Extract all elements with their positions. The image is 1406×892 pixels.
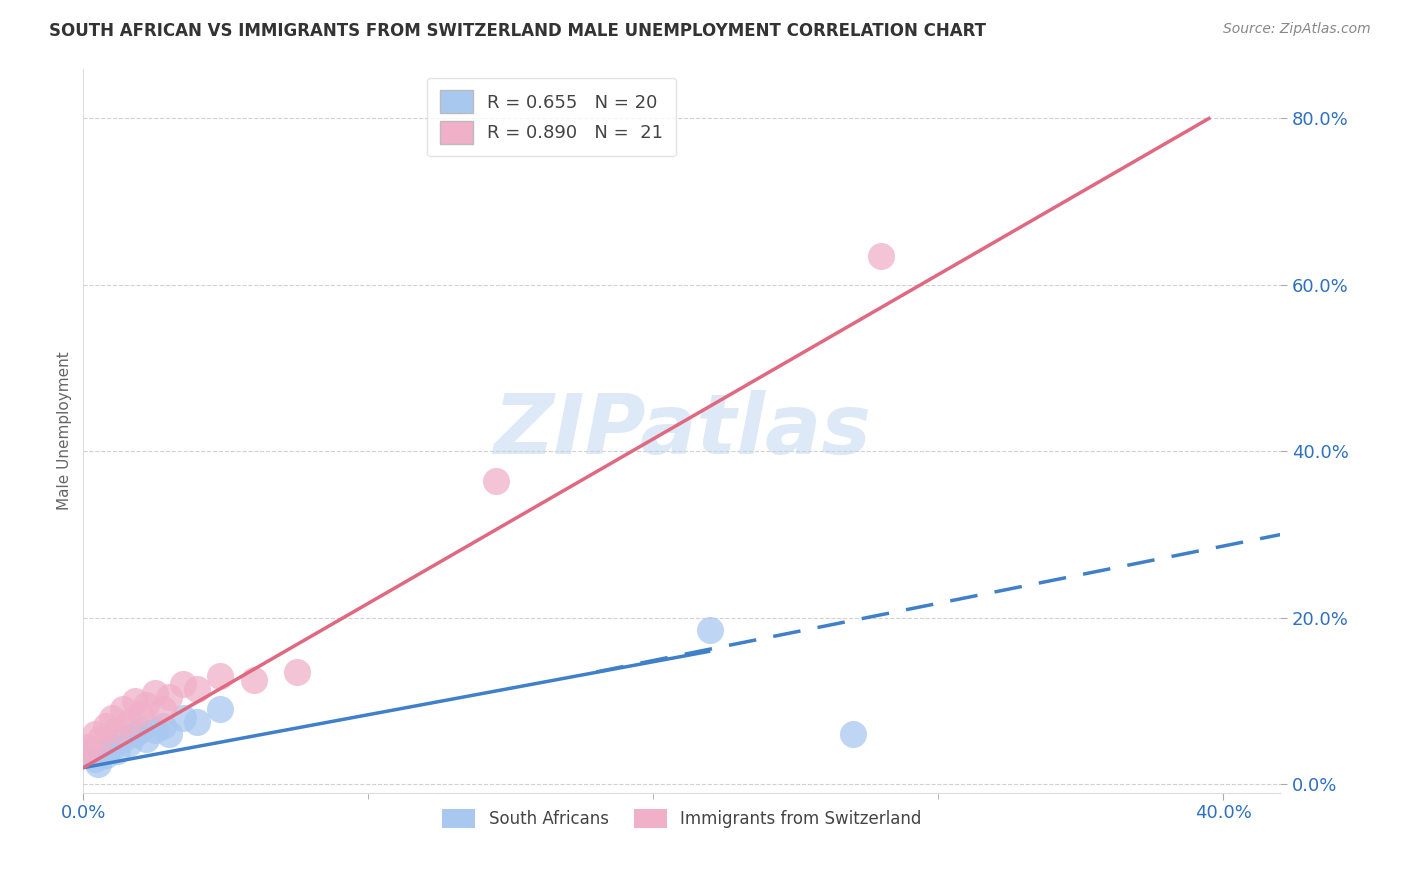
Point [101,711,124,725]
Point [89,731,111,746]
Point [101,739,124,754]
Point [89,744,111,758]
Y-axis label: Male Unemployment: Male Unemployment [58,351,72,510]
Point [143,723,166,738]
Point [77,744,100,758]
Point [86,756,108,771]
Point [83,727,105,741]
Point [124,727,146,741]
Point [83,752,105,766]
Point [186,681,208,696]
Point [485,474,508,488]
Point [172,711,194,725]
Point [699,624,721,638]
Point [94,748,117,763]
Legend: South Africans, Immigrants from Switzerland: South Africans, Immigrants from Switzerl… [436,803,928,835]
Point [112,702,135,716]
Point [186,714,208,729]
Text: SOUTH AFRICAN VS IMMIGRANTS FROM SWITZERLAND MALE UNEMPLOYMENT CORRELATION CHART: SOUTH AFRICAN VS IMMIGRANTS FROM SWITZER… [49,22,986,40]
Point [152,702,174,716]
Text: ZIPatlas: ZIPatlas [492,390,870,471]
Point [209,702,232,716]
Point [129,723,152,738]
Point [209,669,232,683]
Point [118,736,141,750]
Point [172,677,194,691]
Point [118,714,141,729]
Point [157,690,180,704]
Point [243,673,266,688]
Point [143,686,166,700]
Point [107,744,129,758]
Point [152,719,174,733]
Point [77,748,100,763]
Text: Source: ZipAtlas.com: Source: ZipAtlas.com [1223,22,1371,37]
Point [285,665,308,679]
Point [107,723,129,738]
Point [841,727,863,741]
Point [124,694,146,708]
Point [112,731,135,746]
Point [94,719,117,733]
Point [75,739,97,754]
Point [870,249,893,263]
Point [135,698,157,713]
Point [157,727,180,741]
Point [129,706,152,721]
Point [135,731,157,746]
